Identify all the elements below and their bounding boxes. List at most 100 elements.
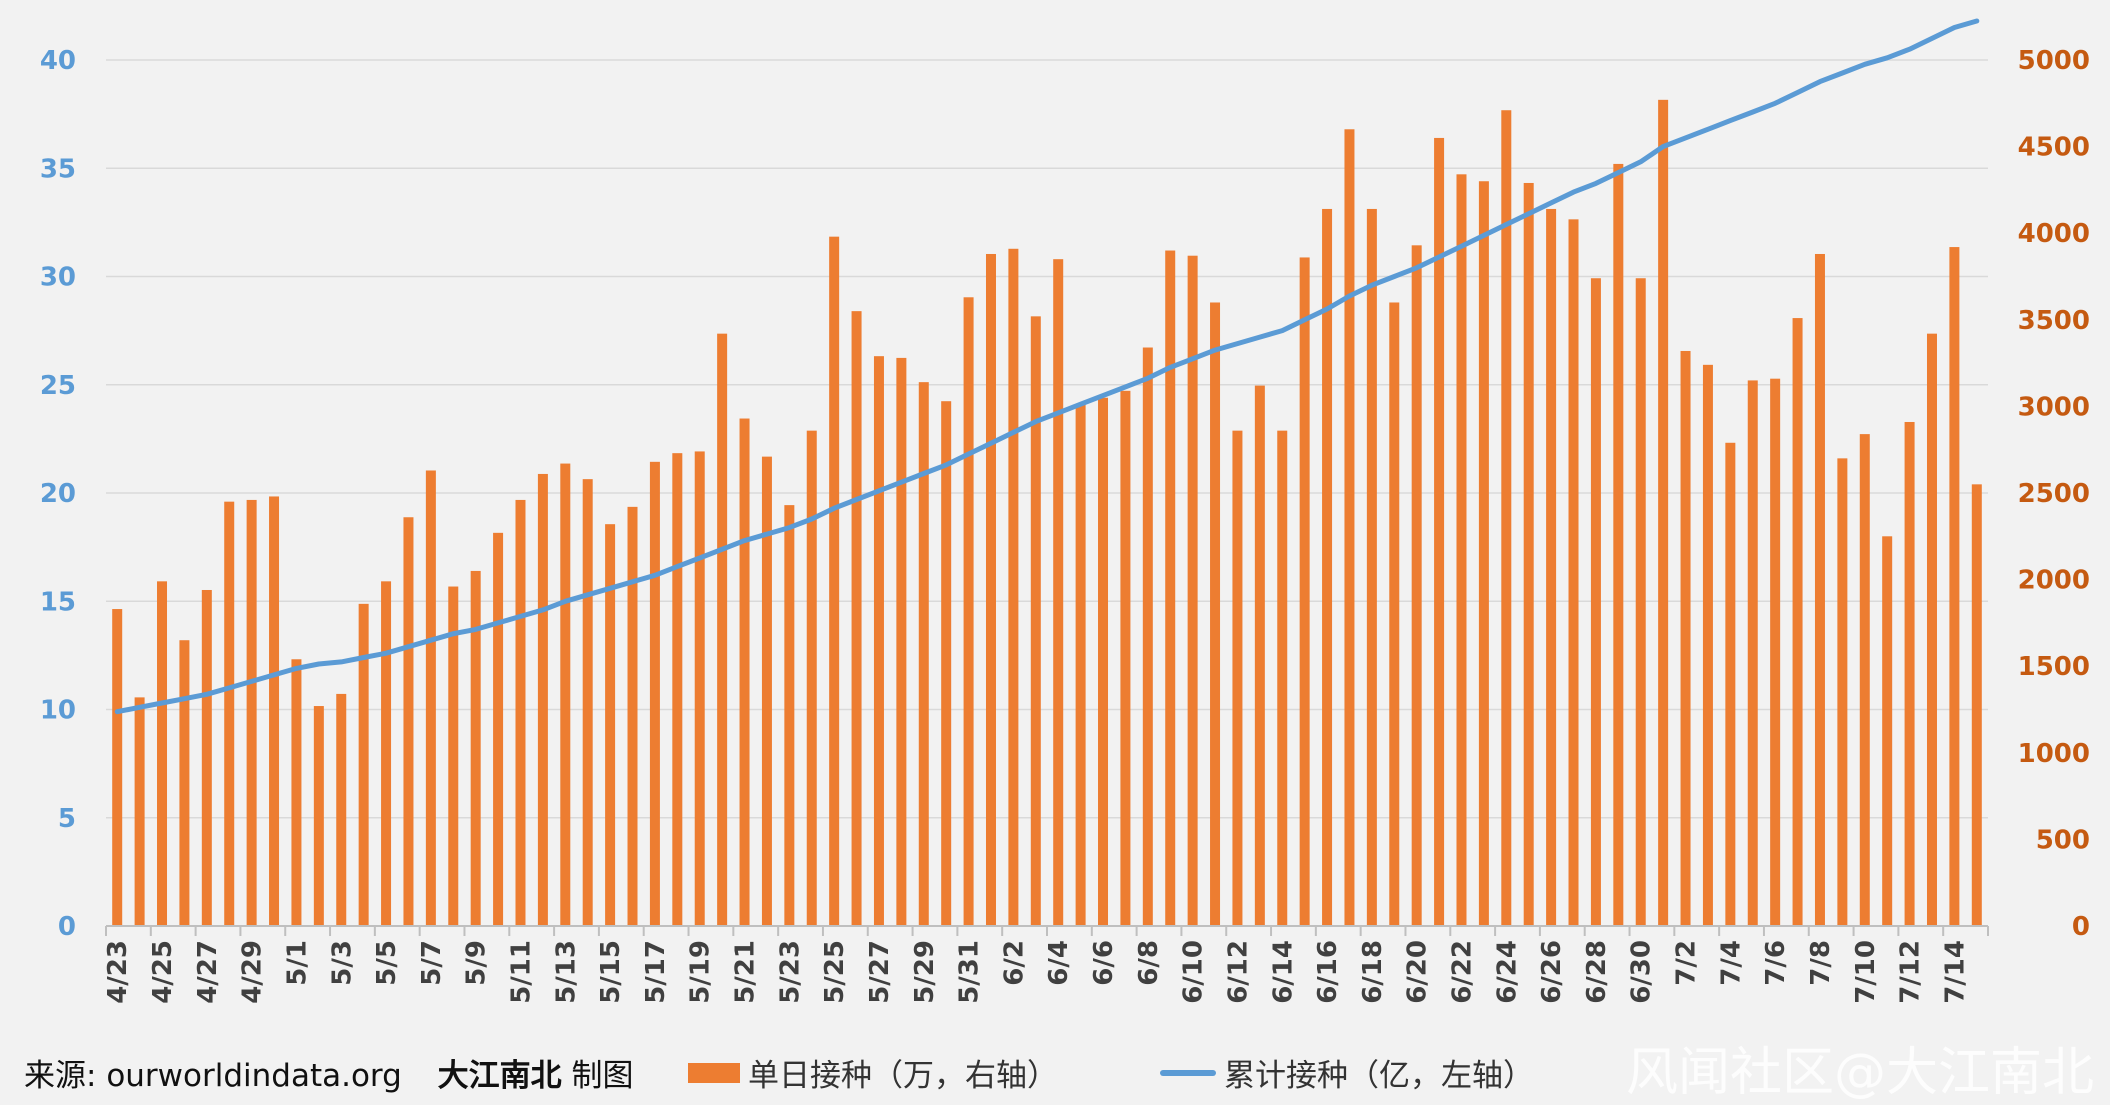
bar-7/9: [1837, 458, 1848, 926]
bar-6/20: [1411, 245, 1422, 927]
bar-5/24: [806, 430, 817, 926]
y-right-tick-label: 3500: [2018, 306, 2090, 336]
bar-5/22: [761, 456, 772, 926]
x-tick-label: 6/20: [1403, 940, 1433, 1004]
y-left-tick-label: 20: [40, 479, 76, 509]
legend-line-swatch: [1160, 1069, 1216, 1076]
y-axis-left-labels: 0 5 10 15 20 25 30 35 40: [40, 46, 76, 942]
bar-6/3: [1030, 316, 1041, 926]
y-left-tick-label: 35: [40, 154, 76, 184]
x-tick-label: 5/15: [596, 940, 626, 1004]
bar-6/13: [1254, 385, 1265, 927]
x-tick-label: 6/14: [1268, 940, 1298, 1004]
source-label: 来源:: [24, 1058, 97, 1094]
bar-6/29: [1613, 163, 1624, 927]
bar-6/6: [1098, 397, 1109, 926]
legend-line-entry: 累计接种（亿，左轴）: [1160, 1050, 1534, 1095]
x-tick-label: 5/31: [955, 940, 985, 1004]
bar-5/26: [851, 311, 862, 926]
x-tick-label: 5/5: [372, 940, 402, 986]
bar-7/15: [1971, 484, 1982, 926]
bar-6/28: [1590, 278, 1601, 926]
y-right-tick-label: 5000: [2018, 46, 2090, 76]
bar-5/5: [381, 581, 392, 926]
bar-6/5: [1075, 404, 1086, 927]
y-right-tick-label: 4500: [2018, 133, 2090, 163]
cumulative-line: [114, 18, 1980, 715]
bar-6/30: [1635, 278, 1646, 926]
x-tick-label: 5/11: [506, 940, 536, 1004]
source-note: 来源: ourworldindata.org 大江南北 制图: [24, 1050, 634, 1095]
bar-7/7: [1792, 318, 1803, 926]
bar-7/12: [1904, 421, 1915, 926]
x-tick-label: 6/18: [1358, 940, 1388, 1004]
x-tick-label: 6/4: [1044, 940, 1074, 986]
y-right-tick-label: 500: [2036, 825, 2090, 855]
legend-bar-entry: 单日接种（万，右轴）: [688, 1050, 1058, 1095]
x-tick-label: 5/1: [282, 940, 312, 986]
bar-6/16: [1322, 208, 1333, 926]
bar-5/16: [627, 506, 638, 926]
x-tick-label: 5/3: [327, 940, 357, 986]
x-tick-label: 4/27: [193, 940, 223, 1004]
bar-7/1: [1658, 99, 1669, 926]
y-left-tick-label: 25: [40, 371, 76, 401]
x-tick-label: 5/29: [910, 940, 940, 1004]
bar-6/19: [1389, 302, 1400, 927]
bar-series: [112, 99, 1982, 927]
bar-7/2: [1680, 350, 1691, 926]
x-tick-label: 5/9: [462, 940, 492, 986]
legend-bar-label: 单日接种（万，右轴）: [748, 1058, 1058, 1094]
bar-5/14: [582, 479, 593, 926]
bar-6/21: [1434, 137, 1445, 926]
line-series: [114, 18, 1980, 715]
x-tick-label: 5/27: [865, 940, 895, 1004]
bar-5/1: [291, 659, 302, 926]
bar-5/3: [336, 693, 347, 926]
y-left-tick-label: 40: [40, 46, 76, 76]
bar-6/11: [1210, 302, 1221, 927]
bar-5/20: [717, 333, 728, 926]
legend-bar-swatch: [688, 1062, 740, 1083]
bar-4/23: [112, 609, 123, 926]
bar-4/25: [157, 581, 168, 926]
x-tick-label: 6/28: [1582, 940, 1612, 1004]
bar-4/24: [134, 697, 145, 926]
bar-7/13: [1926, 333, 1937, 926]
x-tick-label: 7/10: [1851, 940, 1881, 1004]
bar-5/12: [537, 473, 548, 926]
bar-5/13: [560, 463, 571, 926]
bar-7/6: [1770, 378, 1781, 926]
x-tick-label: 4/23: [103, 940, 133, 1004]
bar-6/9: [1165, 250, 1176, 926]
bar-6/17: [1344, 129, 1355, 926]
x-tick-label: 4/25: [148, 940, 178, 1004]
bar-5/27: [873, 356, 884, 926]
bar-5/19: [694, 451, 705, 926]
y-left-tick-label: 10: [40, 696, 76, 726]
x-tick-label: 6/12: [1223, 940, 1253, 1004]
y-right-tick-label: 1000: [2018, 739, 2090, 769]
bar-6/10: [1187, 255, 1198, 926]
bar-6/8: [1142, 347, 1153, 927]
bar-6/26: [1546, 208, 1557, 926]
y-axis-right-labels: 0 500 1000 1500 2000 2500 3000 3500 4000 4500 5000: [2018, 46, 2090, 942]
x-tick-label: 7/2: [1672, 940, 1702, 986]
x-tick-label: 5/19: [686, 940, 716, 1004]
y-left-tick-label: 30: [40, 263, 76, 293]
axes: [105, 925, 1989, 936]
x-tick-label: 5/7: [417, 940, 447, 986]
x-tick-label: 6/6: [1089, 940, 1119, 986]
bar-5/21: [739, 418, 750, 926]
bar-6/4: [1053, 259, 1064, 926]
bar-5/25: [829, 236, 840, 926]
y-left-tick-label: 5: [58, 804, 76, 834]
bar-5/30: [941, 401, 952, 927]
x-tick-label: 6/2: [999, 940, 1029, 986]
bar-5/7: [425, 470, 436, 926]
bar-6/27: [1568, 219, 1579, 926]
bar-6/15: [1299, 257, 1310, 926]
y-right-tick-label: 4000: [2018, 219, 2090, 249]
source-url: ourworldindata.org: [106, 1058, 402, 1094]
